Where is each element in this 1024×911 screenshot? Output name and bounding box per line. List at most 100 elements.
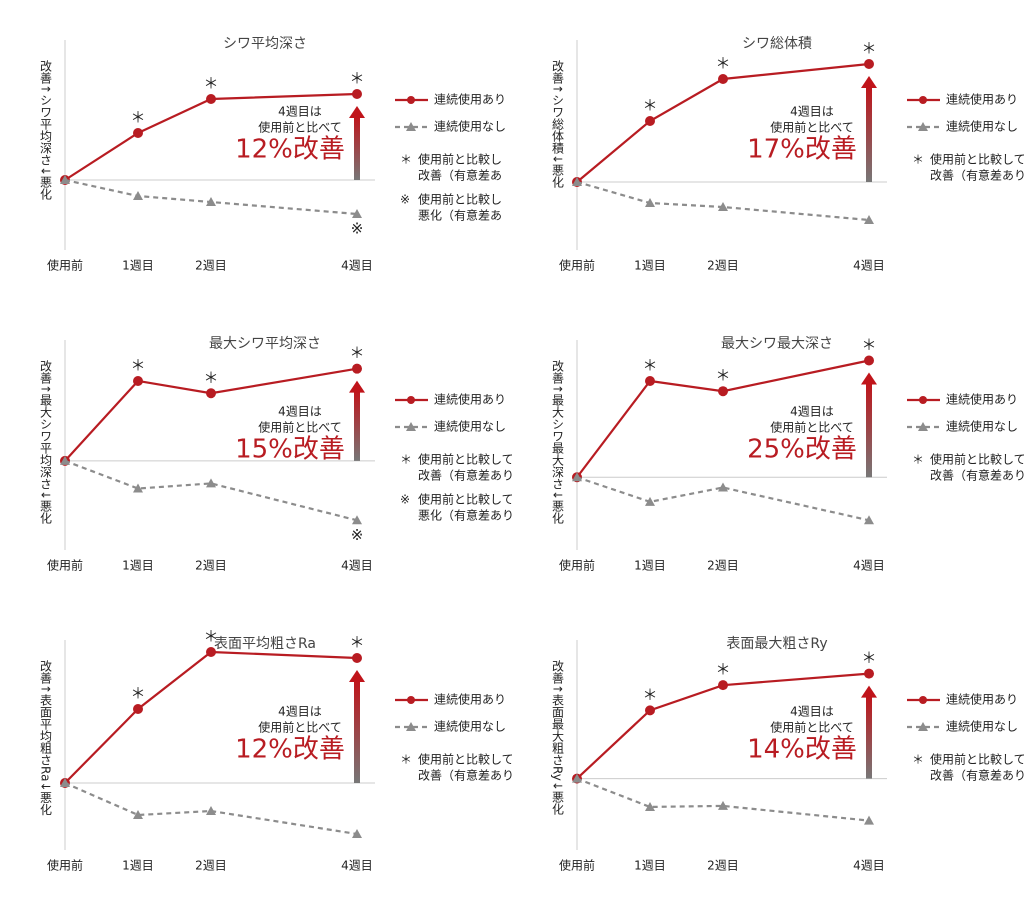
note-text: 使用前と比較し — [418, 152, 502, 167]
significance-mark: ＊ — [715, 367, 730, 385]
note-text: 使用前と比較して — [418, 492, 512, 507]
point — [718, 74, 728, 84]
x-tick-label: 4週目 — [853, 559, 885, 573]
legend-marker — [407, 696, 415, 704]
point — [352, 209, 362, 218]
point — [718, 202, 728, 211]
point — [133, 810, 143, 819]
significance-mark: ＊ — [715, 55, 730, 73]
significance-mark: ※ — [351, 220, 364, 238]
callout-text: 4週目は — [278, 705, 322, 719]
point — [864, 815, 874, 825]
improvement-arrow — [866, 86, 872, 182]
series-line — [64, 650, 358, 784]
callout-text: 4週目は — [790, 705, 834, 719]
arrow-head — [861, 372, 877, 385]
note-text: 改善（有意差あ — [418, 168, 502, 183]
legend-label: 連続使用なし — [946, 119, 1018, 134]
significance-mark: ＊ — [861, 649, 876, 667]
point — [206, 478, 216, 488]
note-symbol: ※ — [400, 193, 410, 207]
x-tick-label: 2週目 — [195, 859, 227, 873]
x-tick-label: 1週目 — [634, 859, 666, 873]
point — [718, 386, 728, 397]
legend-marker — [407, 396, 415, 404]
x-tick-label: 1週目 — [634, 559, 666, 573]
legend-label: 連続使用なし — [434, 419, 506, 434]
legend-label: 連続使用あり — [434, 92, 506, 107]
y-axis-label: 改善↑最大シワ平均深さ↓悪化 — [39, 360, 53, 525]
point — [206, 388, 216, 399]
callout-value: 14%改善 — [747, 735, 857, 765]
note-text: 悪化（有意差あ — [418, 208, 502, 223]
callout-text: 使用前と比べて — [770, 420, 854, 435]
x-tick-label: 2週目 — [707, 259, 739, 273]
note-symbol: ＊ — [912, 153, 924, 167]
callout-value: 12%改善 — [235, 735, 345, 765]
x-tick-label: 2週目 — [707, 559, 739, 573]
legend-label: 連続使用なし — [946, 719, 1018, 734]
series-line — [64, 367, 358, 462]
point — [864, 59, 874, 69]
note-text: 悪化（有意差あり） — [418, 508, 512, 523]
series-line — [576, 359, 870, 478]
note-text: 使用前と比較して — [418, 452, 512, 467]
point — [352, 89, 362, 99]
legend-marker — [919, 396, 927, 404]
point — [206, 197, 216, 206]
point — [718, 800, 728, 810]
arrow-head — [861, 685, 877, 698]
legend-marker — [407, 96, 415, 104]
series-line — [64, 781, 358, 836]
legend-marker — [919, 696, 927, 704]
note-text: 使用前と比較して — [930, 152, 1024, 167]
x-tick-label: 4週目 — [341, 559, 373, 573]
series-line — [576, 672, 870, 780]
point — [645, 496, 655, 506]
series-line — [64, 459, 358, 522]
callout-text: 使用前と比べて — [770, 720, 854, 735]
point — [352, 363, 362, 374]
note-text: 改善（有意差あり） — [418, 768, 512, 783]
legend-label: 連続使用あり — [434, 692, 506, 707]
point — [718, 482, 728, 492]
point — [645, 801, 655, 811]
y-axis-label: 改善↑シワ平均深さ↓悪化 — [39, 60, 53, 201]
improvement-arrow — [866, 382, 872, 478]
x-tick-label: 1週目 — [122, 259, 154, 273]
point — [133, 191, 143, 200]
x-tick-label: 使用前 — [47, 558, 83, 573]
callout-text: 使用前と比べて — [258, 720, 342, 735]
point — [206, 647, 216, 657]
note-text: 改善（有意差あり） — [418, 468, 512, 483]
point — [572, 177, 582, 186]
legend-marker — [918, 722, 928, 731]
point — [645, 198, 655, 207]
significance-mark: ＊ — [130, 685, 145, 703]
note-text: 使用前と比較して — [418, 752, 512, 767]
chart-title: 表面最大粗さRy — [726, 636, 827, 652]
note-text: 使用前と比較して — [930, 452, 1024, 467]
point — [133, 483, 143, 493]
y-axis-label: 改善↑シワ総体積↓悪化 — [551, 60, 565, 189]
arrow-head — [349, 670, 365, 682]
significance-mark: ＊ — [642, 97, 657, 115]
callout-text: 4週目は — [790, 405, 834, 419]
point — [645, 375, 655, 386]
legend-marker — [406, 122, 416, 131]
point — [718, 680, 728, 691]
point — [206, 94, 216, 104]
note-symbol: ※ — [400, 493, 410, 507]
x-tick-label: 使用前 — [559, 258, 595, 273]
significance-mark: ＊ — [203, 75, 218, 93]
point — [864, 355, 874, 366]
callout-value: 25%改善 — [747, 435, 857, 465]
y-axis-label: 改善↑表面最大粗さRy↓悪化 — [551, 660, 565, 816]
callout-value: 17%改善 — [747, 135, 857, 165]
chart-title: 最大シワ最大深さ — [721, 336, 833, 352]
arrow-head — [861, 76, 877, 88]
note-text: 改善（有意差あり） — [930, 768, 1024, 783]
